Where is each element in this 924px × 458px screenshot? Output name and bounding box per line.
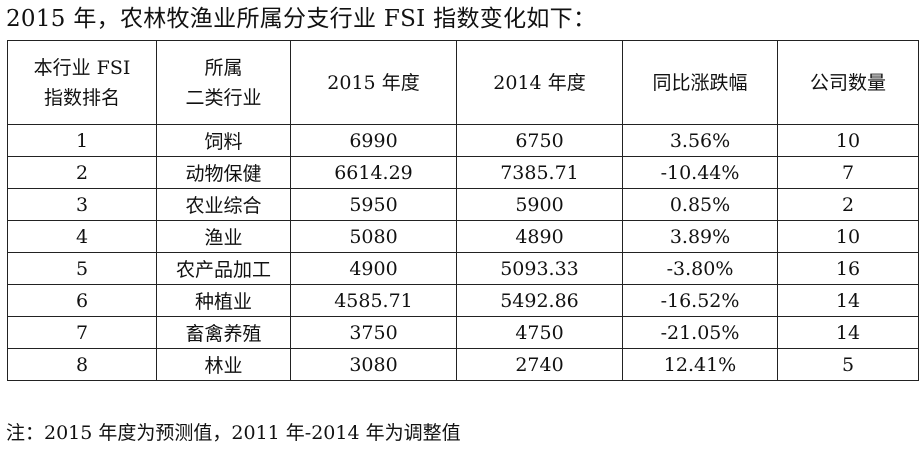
cell-rank: 2 [7,156,157,189]
cell-yoy-change: -21.05% [622,316,778,349]
table-row: 1 饲料 6990 6750 3.56% 10 [7,124,919,157]
table-row: 6 种植业 4585.71 5492.86 -16.52% 14 [7,284,919,317]
cell-rank: 7 [7,316,157,349]
header-2014: 2014 年度 [456,40,623,125]
cell-rank: 4 [7,220,157,253]
table-row: 2 动物保健 6614.29 7385.71 -10.44% 7 [7,156,919,189]
cell-2014: 5492.86 [456,284,623,317]
cell-2014: 2740 [456,348,623,381]
cell-yoy-change: -3.80% [622,252,778,285]
cell-rank: 8 [7,348,157,381]
header-company-count: 公司数量 [777,40,919,125]
cell-company-count: 10 [777,220,919,253]
cell-2015: 5950 [290,188,457,221]
cell-rank: 6 [7,284,157,317]
cell-industry: 渔业 [156,220,291,253]
cell-2014: 6750 [456,124,623,157]
table-row: 5 农产品加工 4900 5093.33 -3.80% 16 [7,252,919,285]
cell-company-count: 5 [777,348,919,381]
cell-yoy-change: 3.56% [622,124,778,157]
cell-rank: 3 [7,188,157,221]
cell-company-count: 7 [777,156,919,189]
cell-industry: 畜禽养殖 [156,316,291,349]
cell-yoy-change: 3.89% [622,220,778,253]
cell-2015: 6614.29 [290,156,457,189]
table-row: 4 渔业 5080 4890 3.89% 10 [7,220,919,253]
header-rank-line1: 本行业 FSI [33,56,131,79]
table-header-row: 本行业 FSI 指数排名 所属 二类行业 2015 年度 2014 年度 同比涨… [7,40,919,125]
cell-industry: 动物保健 [156,156,291,189]
cell-company-count: 14 [777,284,919,317]
cell-industry: 农产品加工 [156,252,291,285]
header-rank-line2: 指数排名 [43,86,120,109]
table-row: 3 农业综合 5950 5900 0.85% 2 [7,188,919,221]
cell-company-count: 2 [777,188,919,221]
cell-company-count: 16 [777,252,919,285]
header-industry-line1: 所属 [204,56,243,79]
cell-2015: 4900 [290,252,457,285]
cell-yoy-change: 12.41% [622,348,778,381]
header-2015: 2015 年度 [290,40,457,125]
cell-2014: 5093.33 [456,252,623,285]
cell-2014: 5900 [456,188,623,221]
header-industry-line2: 二类行业 [185,86,262,109]
header-industry: 所属 二类行业 [156,40,291,125]
fsi-index-table: 本行业 FSI 指数排名 所属 二类行业 2015 年度 2014 年度 同比涨… [7,40,919,381]
footnote: 注：2015 年度为预测值，2011 年-2014 年为调整值 [6,422,461,444]
cell-2014: 4750 [456,316,623,349]
header-yoy-change: 同比涨跌幅 [622,40,778,125]
cell-2015: 3080 [290,348,457,381]
cell-yoy-change: 0.85% [622,188,778,221]
cell-industry: 林业 [156,348,291,381]
cell-2015: 6990 [290,124,457,157]
header-rank: 本行业 FSI 指数排名 [7,40,157,125]
table-row: 7 畜禽养殖 3750 4750 -21.05% 14 [7,316,919,349]
cell-company-count: 10 [777,124,919,157]
cell-rank: 1 [7,124,157,157]
cell-2014: 7385.71 [456,156,623,189]
cell-yoy-change: -16.52% [622,284,778,317]
cell-2014: 4890 [456,220,623,253]
table-row: 8 林业 3080 2740 12.41% 5 [7,348,919,381]
cell-2015: 5080 [290,220,457,253]
cell-rank: 5 [7,252,157,285]
cell-2015: 3750 [290,316,457,349]
table-body: 1 饲料 6990 6750 3.56% 10 2 动物保健 6614.29 7385.71 -10… [7,124,919,381]
cell-industry: 种植业 [156,284,291,317]
cell-industry: 饲料 [156,124,291,157]
cell-industry: 农业综合 [156,188,291,221]
cell-2015: 4585.71 [290,284,457,317]
cell-company-count: 14 [777,316,919,349]
page-title: 2015 年，农林牧渔业所属分支行业 FSI 指数变化如下： [6,6,597,32]
cell-yoy-change: -10.44% [622,156,778,189]
